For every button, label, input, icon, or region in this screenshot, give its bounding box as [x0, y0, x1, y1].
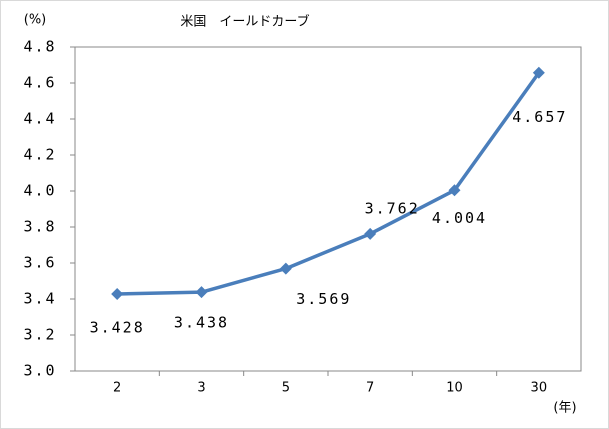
y-tick-label: 4.6: [23, 74, 56, 92]
data-point: [532, 66, 545, 79]
chart-title: 米国 イールドカーブ: [180, 14, 309, 30]
y-tick-label: 4.0: [23, 182, 56, 200]
value-label: 4.004: [432, 209, 487, 227]
y-tick-label: 4.2: [23, 146, 56, 164]
y-tick-label: 3.4: [23, 290, 56, 308]
y-tick-label: 3.2: [23, 326, 56, 344]
x-tick-label: 3: [197, 381, 205, 396]
y-tick-label: 4.8: [23, 38, 56, 56]
y-tick-label: 3.0: [23, 362, 56, 380]
x-axis-label: (年): [553, 401, 576, 416]
data-point: [195, 286, 208, 299]
y-tick-label: 4.4: [23, 110, 56, 128]
x-tick-label: 7: [366, 381, 374, 396]
data-point: [448, 184, 461, 197]
y-axis-label: (%): [24, 13, 47, 28]
value-label: 3.762: [365, 199, 420, 217]
y-tick-label: 3.6: [23, 254, 56, 272]
data-point: [111, 287, 124, 300]
x-tick-label: 2: [113, 381, 121, 396]
x-tick-label: 30: [531, 381, 548, 396]
x-tick-label: 10: [446, 381, 463, 396]
value-label: 3.428: [90, 318, 145, 336]
value-label: 3.438: [174, 314, 229, 332]
value-label: 4.657: [512, 108, 567, 126]
x-tick-label: 5: [282, 381, 290, 396]
data-line: [117, 71, 541, 296]
data-point: [364, 227, 377, 240]
y-tick-label: 3.8: [23, 218, 56, 236]
plot-frame: [74, 46, 582, 372]
value-label: 3.569: [296, 290, 351, 308]
data-point: [279, 262, 292, 275]
